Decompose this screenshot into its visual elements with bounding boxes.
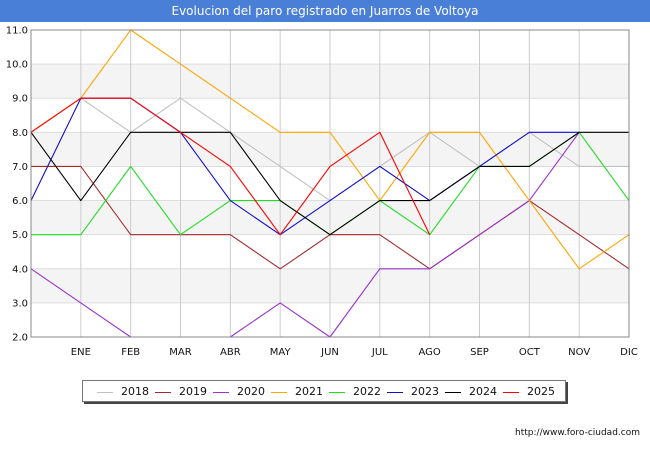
legend-item-2024: 2024 xyxy=(445,385,497,398)
y-tick-label: 7.0 xyxy=(12,162,28,173)
x-tick-label: SEP xyxy=(470,347,489,358)
series-line-2020 xyxy=(30,131,580,338)
legend-label: 2025 xyxy=(527,385,555,398)
x-tick-label: ENE xyxy=(71,347,91,358)
x-tick-label: OCT xyxy=(519,347,541,358)
legend-item-2025: 2025 xyxy=(503,385,555,398)
plot-border xyxy=(30,29,630,338)
legend-swatch xyxy=(387,391,403,393)
x-tick-label: DIC xyxy=(620,347,638,358)
y-tick-label: 4.0 xyxy=(12,264,28,275)
legend-label: 2023 xyxy=(411,385,439,398)
legend-item-2021: 2021 xyxy=(271,385,323,398)
y-tick-label: 3.0 xyxy=(12,298,28,309)
x-tick-labels: ENE FEB MAR ABR MAY JUN JUL AGO SEP OCT NOV DIC xyxy=(71,347,638,358)
x-tick-label: NOV xyxy=(568,347,590,358)
x-tick-label: MAY xyxy=(270,347,292,358)
legend-swatch xyxy=(503,391,519,393)
x-tick-label: AGO xyxy=(419,347,441,358)
series-line-2025 xyxy=(30,97,431,236)
legend-swatch xyxy=(213,391,229,393)
legend-label: 2019 xyxy=(179,385,207,398)
series-line-2024 xyxy=(30,131,629,236)
line-chart: 2.0 3.0 4.0 5.0 6.0 7.0 8.0 9.0 10.0 11.0 ENE FEB M… xyxy=(6,26,638,359)
footer-source[interactable]: http://www.foro-ciudad.com xyxy=(515,428,640,438)
x-tick-label: JUL xyxy=(371,347,388,358)
x-tick-label: JUN xyxy=(320,347,339,358)
legend-item-2018: 2018 xyxy=(97,385,149,398)
x-tick-label: MAR xyxy=(169,347,191,358)
y-tick-label: 6.0 xyxy=(12,196,28,207)
y-tick-label: 8.0 xyxy=(12,128,28,139)
legend-item-2020: 2020 xyxy=(213,385,265,398)
legend-swatch xyxy=(155,391,171,393)
legend-label: 2020 xyxy=(237,385,265,398)
x-tick-label: FEB xyxy=(121,347,140,358)
legend-item-2022: 2022 xyxy=(329,385,381,398)
y-tick-label: 11.0 xyxy=(6,26,28,37)
legend-item-2019: 2019 xyxy=(155,385,207,398)
legend-swatch xyxy=(329,391,345,393)
legend-item-2023: 2023 xyxy=(387,385,439,398)
legend-swatch xyxy=(445,391,461,393)
legend-label: 2021 xyxy=(295,385,323,398)
y-tick-label: 5.0 xyxy=(12,230,28,241)
legend-swatch xyxy=(271,391,287,393)
legend-label: 2018 xyxy=(121,385,149,398)
y-tick-labels: 2.0 3.0 4.0 5.0 6.0 7.0 8.0 9.0 10.0 11.0 xyxy=(6,26,28,344)
legend-label: 2022 xyxy=(353,385,381,398)
legend: 2018 2019 2020 2021 2022 2023 2024 2025 xyxy=(82,380,566,402)
y-tick-label: 9.0 xyxy=(12,94,28,105)
legend-swatch xyxy=(97,391,113,393)
series-lines xyxy=(30,29,630,338)
legend-label: 2024 xyxy=(469,385,497,398)
x-tick-label: ABR xyxy=(220,347,241,358)
y-tick-label: 2.0 xyxy=(12,333,28,344)
y-tick-label: 10.0 xyxy=(6,60,28,71)
chart-title: Evolucion del paro registrado en Juarros… xyxy=(0,0,650,22)
